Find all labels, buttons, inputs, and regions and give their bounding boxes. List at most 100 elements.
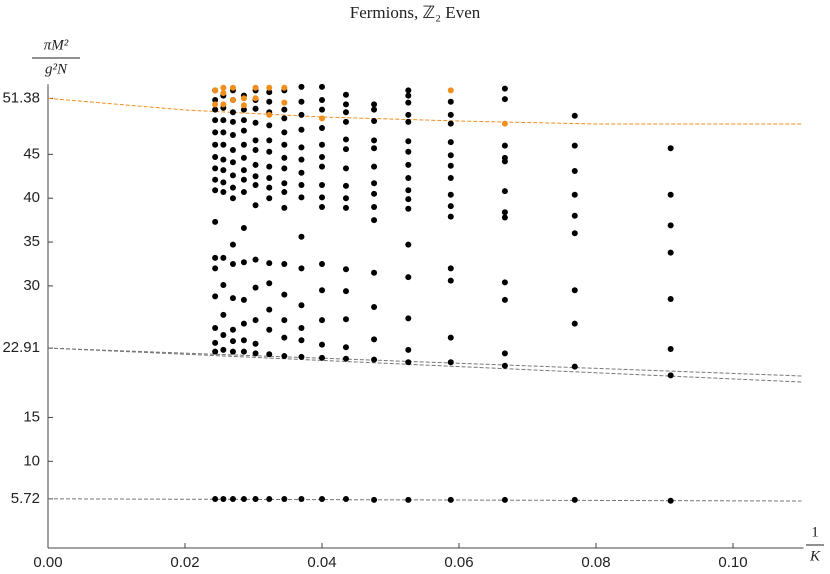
fit-line	[47, 347, 802, 377]
point	[252, 340, 259, 347]
point	[571, 168, 578, 175]
point	[281, 99, 288, 106]
point	[501, 209, 508, 216]
point	[240, 127, 247, 134]
point	[281, 204, 288, 211]
x-tick-label: 0.04	[307, 554, 336, 571]
point	[371, 190, 378, 197]
point	[252, 256, 259, 263]
point	[447, 277, 454, 284]
point	[571, 230, 578, 237]
point	[220, 311, 227, 318]
point	[405, 138, 412, 145]
point	[212, 117, 219, 124]
point	[266, 175, 273, 182]
point	[212, 324, 219, 331]
point	[371, 356, 378, 363]
point	[229, 260, 236, 267]
point	[371, 217, 378, 224]
point	[281, 141, 288, 148]
y-tick-label: 40	[23, 189, 40, 206]
y-label-numerator: πM²	[44, 37, 69, 53]
point	[447, 213, 454, 220]
point	[342, 91, 349, 98]
point	[447, 139, 454, 146]
point	[240, 348, 247, 355]
point	[501, 85, 508, 92]
point	[212, 101, 219, 108]
point	[266, 148, 273, 155]
point	[501, 120, 508, 127]
point	[240, 102, 247, 109]
point	[220, 101, 227, 108]
point	[405, 161, 412, 168]
point	[281, 106, 288, 113]
point	[298, 83, 305, 90]
point	[252, 84, 259, 91]
point	[298, 496, 305, 503]
point	[220, 84, 227, 91]
point	[229, 159, 236, 166]
point	[281, 180, 288, 187]
point	[281, 291, 288, 298]
point	[571, 496, 578, 503]
point	[229, 295, 236, 302]
y-tick-label: 5.72	[11, 490, 40, 507]
point	[266, 496, 273, 503]
point	[298, 144, 305, 151]
point	[266, 84, 273, 91]
fit-line	[47, 498, 802, 502]
point	[667, 296, 674, 303]
point	[281, 334, 288, 341]
point	[252, 284, 259, 291]
point	[212, 348, 219, 355]
point	[501, 496, 508, 503]
point	[667, 249, 674, 256]
point	[229, 496, 236, 503]
point	[229, 118, 236, 125]
point	[342, 165, 349, 172]
x-tick-label: 0.00	[33, 554, 62, 571]
point	[447, 191, 454, 198]
point	[501, 279, 508, 286]
point	[447, 175, 454, 182]
point	[405, 111, 412, 118]
point	[342, 182, 349, 189]
point	[298, 98, 305, 105]
point	[405, 99, 412, 106]
point	[220, 332, 227, 339]
point	[220, 117, 227, 124]
point	[667, 497, 674, 504]
point	[342, 109, 349, 116]
point	[266, 326, 273, 333]
point	[371, 203, 378, 210]
point	[212, 176, 219, 183]
point	[212, 265, 219, 272]
point	[405, 87, 412, 94]
point	[220, 129, 227, 136]
y-tick-label: 51.38	[2, 89, 40, 106]
point	[298, 126, 305, 133]
point	[266, 280, 273, 287]
point	[501, 362, 508, 369]
point	[220, 179, 227, 186]
point	[298, 233, 305, 240]
point	[319, 287, 325, 294]
point	[281, 115, 288, 122]
point	[252, 105, 259, 112]
point	[342, 101, 349, 108]
point	[240, 225, 247, 232]
point	[220, 346, 227, 353]
point	[667, 145, 674, 152]
point	[281, 84, 288, 91]
point	[319, 141, 325, 148]
point	[319, 203, 325, 210]
point	[212, 153, 219, 160]
point	[229, 132, 236, 139]
point	[342, 118, 349, 125]
point	[229, 96, 236, 103]
point	[667, 191, 674, 198]
point	[371, 118, 378, 125]
point	[447, 496, 454, 503]
point	[266, 111, 273, 118]
